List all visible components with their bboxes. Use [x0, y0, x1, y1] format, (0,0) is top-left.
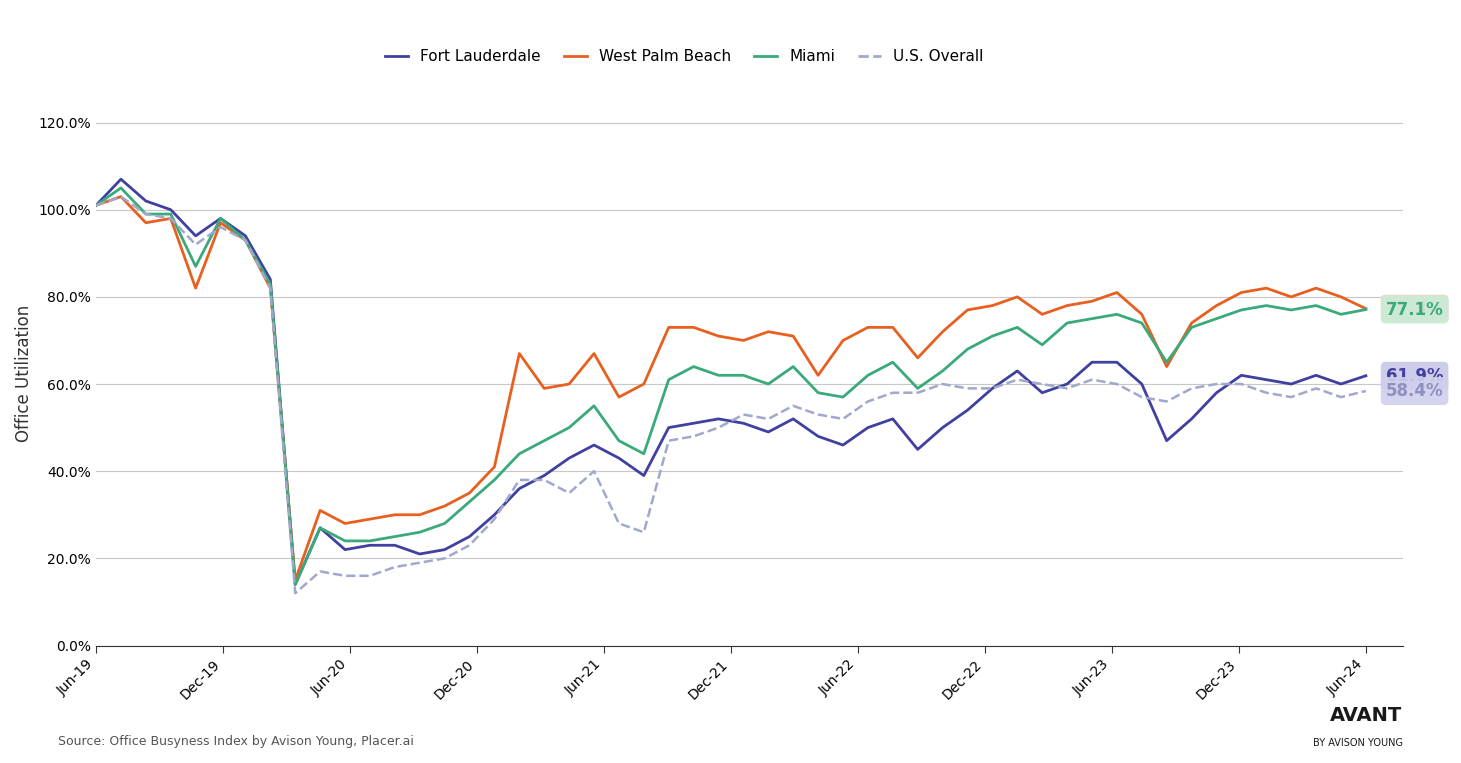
Text: AVANT: AVANT: [1331, 706, 1403, 725]
Legend: Fort Lauderdale, West Palm Beach, Miami, U.S. Overall: Fort Lauderdale, West Palm Beach, Miami,…: [378, 43, 989, 70]
Text: 61.9%: 61.9%: [1386, 367, 1443, 385]
Y-axis label: Office Utilization: Office Utilization: [15, 304, 34, 442]
Text: 77.1%: 77.1%: [1386, 301, 1443, 318]
Text: 58.4%: 58.4%: [1386, 382, 1443, 400]
Text: BY AVISON YOUNG: BY AVISON YOUNG: [1312, 738, 1403, 748]
Text: Source: Office Busyness Index by Avison Young, Placer.ai: Source: Office Busyness Index by Avison …: [58, 735, 415, 748]
Text: 77.3%: 77.3%: [1386, 300, 1443, 317]
